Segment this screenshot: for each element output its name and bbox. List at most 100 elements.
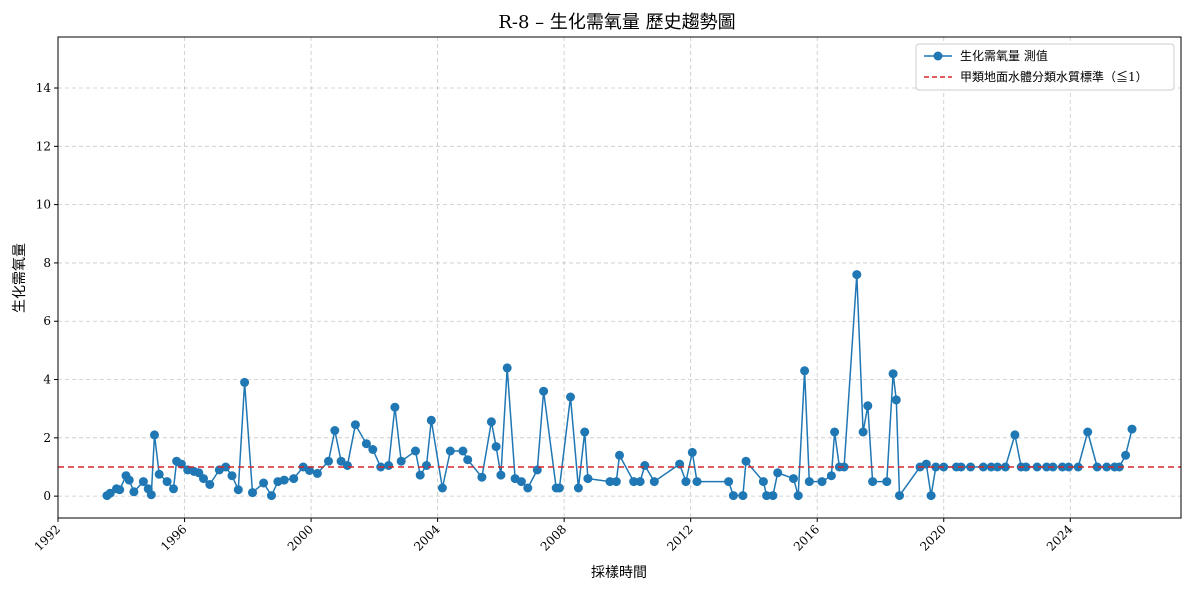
x-tick-label: 2020 xyxy=(917,522,948,553)
x-tick-label: 2000 xyxy=(285,522,316,553)
data-point xyxy=(138,477,148,487)
plot-frame xyxy=(57,36,1182,519)
data-point xyxy=(615,450,624,460)
data-point xyxy=(267,491,276,501)
data-point xyxy=(279,475,289,485)
data-point xyxy=(839,462,849,472)
data-point xyxy=(1042,462,1052,472)
data-point xyxy=(502,363,512,373)
data-point xyxy=(1032,462,1042,472)
legend-label-measured: 生化需氧量 測值 xyxy=(960,48,1048,63)
data-point xyxy=(233,485,243,495)
data-point xyxy=(523,483,533,493)
y-tick-label: 6 xyxy=(43,314,51,328)
grid xyxy=(57,37,1181,518)
data-point xyxy=(124,475,134,485)
data-point xyxy=(566,392,575,402)
data-point xyxy=(516,477,526,487)
data-point xyxy=(926,491,936,501)
x-tick-label: 2016 xyxy=(791,522,822,553)
data-point xyxy=(330,426,340,435)
data-point xyxy=(361,439,371,449)
data-point xyxy=(1121,450,1131,460)
y-axis: 0 2 4 6 8 10 12 14 xyxy=(36,81,58,503)
data-point xyxy=(1010,430,1020,440)
data-point xyxy=(169,484,178,494)
x-tick-label: 2004 xyxy=(411,522,443,554)
data-point xyxy=(390,402,400,412)
data-point xyxy=(758,477,768,487)
data-point xyxy=(554,483,564,493)
data-point xyxy=(768,491,778,501)
data-point xyxy=(931,462,941,472)
y-tick-label: 0 xyxy=(43,489,51,503)
data-point xyxy=(629,477,639,487)
data-point xyxy=(640,461,650,470)
legend: 生化需氧量 測值 甲類地面水體分類水質標準（≦1） xyxy=(915,43,1175,91)
data-point xyxy=(868,477,878,487)
data-point xyxy=(826,471,836,481)
x-tick-label: 1996 xyxy=(158,522,189,553)
data-point xyxy=(259,478,269,488)
data-point xyxy=(762,491,772,501)
data-point xyxy=(486,417,496,427)
data-point xyxy=(800,366,810,376)
data-point xyxy=(129,487,139,497)
data-point xyxy=(728,491,738,501)
data-point xyxy=(477,472,487,482)
data-point xyxy=(437,483,447,493)
data-point xyxy=(858,427,868,437)
data-point xyxy=(789,474,798,484)
data-point xyxy=(1083,427,1093,437)
data-point xyxy=(248,488,257,498)
data-point xyxy=(426,415,436,425)
data-point xyxy=(146,490,156,500)
y-tick-label: 4 xyxy=(43,373,51,387)
series-line-measured xyxy=(106,274,1133,498)
data-point xyxy=(573,483,583,493)
data-point xyxy=(895,491,904,501)
data-point xyxy=(891,395,901,405)
data-point xyxy=(350,420,360,430)
data-point xyxy=(738,491,748,501)
y-tick-label: 8 xyxy=(43,256,51,270)
data-point xyxy=(611,477,621,487)
y-tick-label: 2 xyxy=(43,431,51,445)
data-point xyxy=(312,468,322,478)
data-point xyxy=(605,477,615,487)
data-point xyxy=(993,462,1002,472)
data-point xyxy=(205,480,215,489)
data-point xyxy=(115,485,125,495)
data-point xyxy=(793,491,803,501)
data-point xyxy=(336,456,346,466)
x-tick-label: 2024 xyxy=(1044,522,1076,554)
y-axis-label: 生化需氧量 xyxy=(12,243,28,313)
plot-area xyxy=(58,270,1181,501)
data-point xyxy=(852,270,862,280)
x-axis-label: 採樣時間 xyxy=(591,564,647,581)
data-point xyxy=(817,477,827,487)
data-point xyxy=(1000,462,1010,472)
data-point xyxy=(154,469,164,479)
data-point xyxy=(150,430,159,440)
x-tick-label: 2008 xyxy=(538,522,569,553)
data-point xyxy=(1092,462,1102,472)
data-point xyxy=(692,477,702,487)
data-point xyxy=(1102,462,1112,472)
data-point xyxy=(162,477,172,487)
legend-box xyxy=(915,43,1175,91)
data-point xyxy=(882,477,892,487)
y-tick-label: 12 xyxy=(36,139,51,153)
data-point xyxy=(863,401,873,411)
data-point xyxy=(411,446,420,456)
data-point xyxy=(105,488,115,498)
data-point xyxy=(580,427,590,437)
data-point xyxy=(396,456,406,466)
data-point xyxy=(324,456,333,466)
y-tick-label: 14 xyxy=(36,81,52,95)
data-point xyxy=(342,461,352,470)
data-point xyxy=(1021,462,1031,472)
data-point xyxy=(463,455,473,465)
data-point xyxy=(458,446,468,456)
